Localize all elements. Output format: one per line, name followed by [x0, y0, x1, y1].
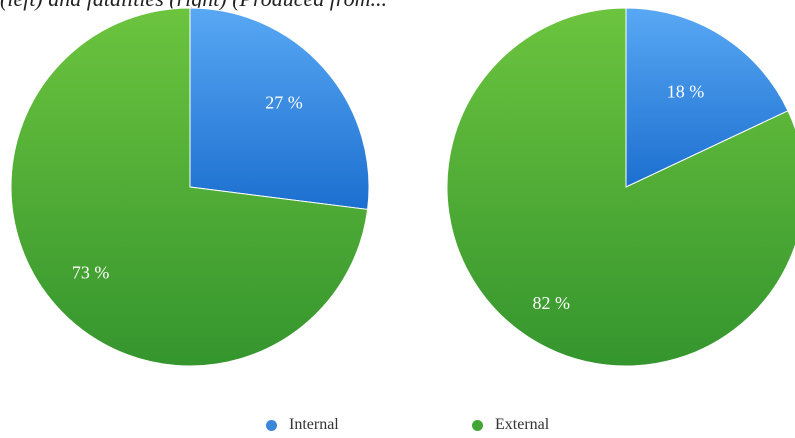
pie1-label-external: 73 %	[72, 263, 110, 283]
pie2-label-external: 82 %	[532, 293, 570, 313]
pie2-label-internal: 18 %	[667, 81, 705, 101]
legend-swatch-external	[472, 419, 483, 431]
legend-item-internal: Internal	[266, 416, 339, 434]
pie-chart-1: 27 % 73 %	[10, 7, 370, 367]
figure-caption: (left) and fatalities (right) (Produced …	[0, 0, 795, 14]
pie1-slice-external	[10, 7, 369, 367]
pie-charts: 27 % 73 % 18 % 82 %	[10, 7, 795, 367]
chart-legend: Internal External	[0, 412, 795, 438]
pie-chart-2: 18 % 82 %	[446, 7, 795, 367]
legend-label-internal: Internal	[289, 416, 339, 433]
legend-swatch-internal	[266, 419, 277, 431]
pie1-label-internal: 27 %	[265, 92, 303, 112]
pie2-slice-internal	[625, 7, 789, 188]
legend-label-external: External	[495, 416, 550, 433]
pie1-slice-internal	[189, 7, 370, 210]
legend-item-external: External	[472, 416, 549, 434]
